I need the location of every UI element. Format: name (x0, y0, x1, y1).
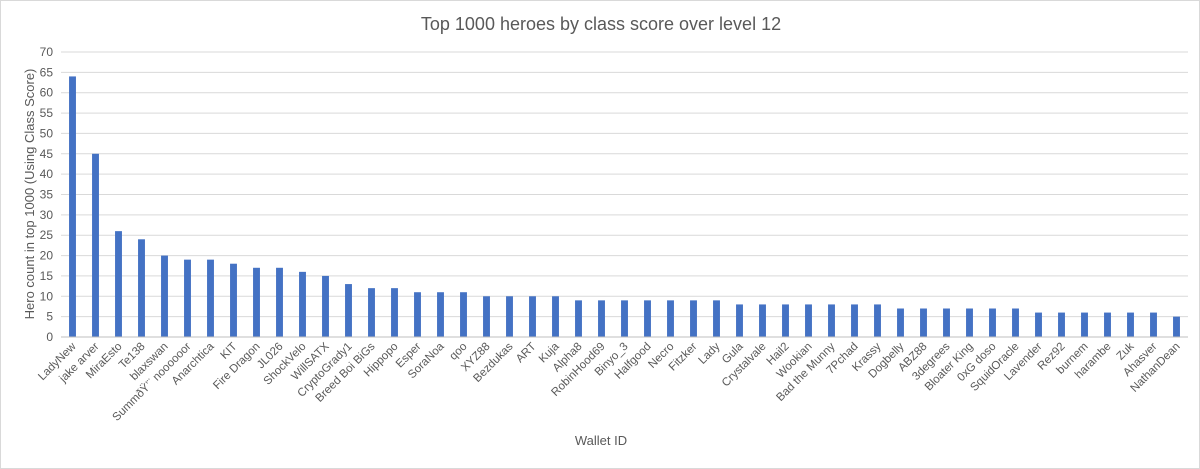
bar (92, 153, 99, 337)
bar (782, 304, 789, 337)
y-tick-label: 30 (40, 208, 54, 222)
bar (414, 292, 421, 337)
bar (989, 308, 996, 337)
bar (621, 300, 628, 337)
bar (1150, 312, 1157, 337)
bar (897, 308, 904, 337)
bar (368, 288, 375, 337)
y-tick-label: 60 (40, 86, 54, 100)
y-tick-label: 20 (40, 249, 54, 263)
y-tick-label: 0 (46, 330, 53, 344)
y-tick-label: 40 (40, 167, 54, 181)
y-tick-label: 5 (46, 310, 53, 324)
bar (644, 300, 651, 337)
bar (138, 239, 145, 337)
bar (391, 288, 398, 337)
bars (69, 76, 1180, 337)
bar (736, 304, 743, 337)
bar (299, 271, 306, 337)
bar (575, 300, 582, 337)
y-tick-label: 10 (40, 289, 54, 303)
bar (460, 292, 467, 337)
bar (920, 308, 927, 337)
bar (874, 304, 881, 337)
bar (529, 296, 536, 337)
bar (943, 308, 950, 337)
y-tick-label: 35 (40, 188, 54, 202)
bar (805, 304, 812, 337)
x-tick-label: ART (514, 341, 539, 366)
bar (184, 259, 191, 337)
y-axis-title: Hero count in top 1000 (Using Class Scor… (22, 69, 37, 320)
bar (598, 300, 605, 337)
bar (483, 296, 490, 337)
bar (966, 308, 973, 337)
bar (161, 255, 168, 337)
x-tick-label: Lady (697, 340, 723, 366)
bar (552, 296, 559, 337)
y-tick-label: 50 (40, 126, 54, 140)
y-tick-label: 25 (40, 228, 54, 242)
bar (690, 300, 697, 337)
y-axis-ticks: 0 5 10 15 20 25 30 35 40 45 50 55 60 65 70 (40, 45, 54, 344)
bar (1127, 312, 1134, 337)
bar (253, 267, 260, 337)
bar (759, 304, 766, 337)
bar (322, 275, 329, 337)
y-tick-label: 65 (40, 65, 54, 79)
y-tick-label: 55 (40, 106, 54, 120)
bar (1173, 316, 1180, 337)
bar (276, 267, 283, 337)
bar (230, 263, 237, 337)
bar (851, 304, 858, 337)
bar (69, 76, 76, 337)
bar (437, 292, 444, 337)
bar (667, 300, 674, 337)
bar (713, 300, 720, 337)
bar (207, 259, 214, 337)
bar (115, 231, 122, 337)
x-axis-title: Wallet ID (575, 433, 627, 448)
bar (1104, 312, 1111, 337)
bar (1012, 308, 1019, 337)
bar (345, 284, 352, 337)
chart-title: Top 1000 heroes by class score over leve… (421, 14, 781, 34)
bar (1058, 312, 1065, 337)
bar (1081, 312, 1088, 337)
gridlines (61, 51, 1188, 318)
y-tick-label: 15 (40, 269, 54, 283)
bar (506, 296, 513, 337)
bar (1035, 312, 1042, 337)
bar (828, 304, 835, 337)
y-tick-label: 70 (40, 45, 54, 59)
y-tick-label: 45 (40, 147, 54, 161)
